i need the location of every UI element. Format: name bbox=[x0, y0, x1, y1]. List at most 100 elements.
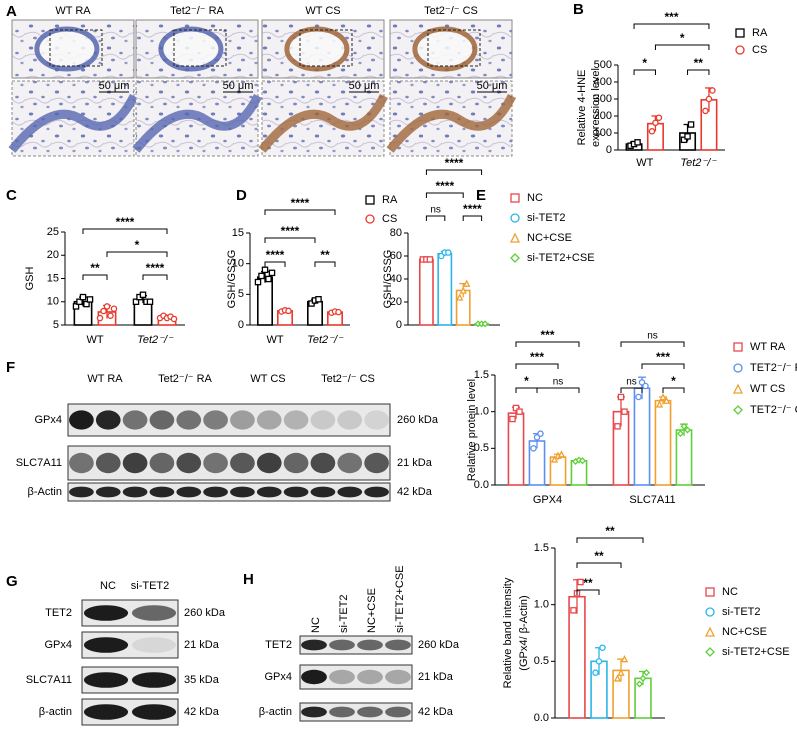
blot-protein: GPx4 bbox=[34, 414, 62, 426]
data-point bbox=[599, 644, 606, 651]
x-tick-label: Tet2⁻/⁻ bbox=[680, 157, 717, 169]
blot-size: 42 kDa bbox=[418, 706, 454, 718]
significance-label: **** bbox=[116, 215, 135, 229]
band bbox=[329, 706, 355, 718]
data-point bbox=[96, 314, 104, 322]
data-point bbox=[680, 422, 688, 430]
blot-size: 42 kDa bbox=[397, 486, 433, 498]
airway bbox=[412, 26, 478, 72]
data-point bbox=[170, 315, 178, 323]
blot-protein: GPx4 bbox=[264, 671, 292, 683]
y-tick-label: 1.5 bbox=[474, 369, 489, 381]
x-tick-label: Tet2⁻/⁻ bbox=[137, 334, 174, 346]
significance-bracket bbox=[633, 23, 710, 29]
significance-label: **** bbox=[435, 179, 454, 193]
y-tick-label: 25 bbox=[47, 226, 59, 238]
blot-strip bbox=[299, 635, 413, 655]
data-point bbox=[100, 307, 107, 315]
significance-label: * bbox=[135, 238, 140, 252]
y-axis-label: Relative 4-HNE bbox=[576, 70, 588, 146]
band bbox=[131, 605, 177, 621]
data-point bbox=[285, 307, 292, 315]
band bbox=[337, 410, 363, 430]
data-point bbox=[463, 279, 471, 287]
data-point bbox=[258, 272, 265, 280]
data-point bbox=[335, 308, 342, 316]
data-point bbox=[132, 298, 140, 305]
legend-marker bbox=[705, 647, 715, 657]
band bbox=[337, 452, 363, 474]
band bbox=[230, 452, 255, 474]
significance-label: **** bbox=[146, 261, 165, 275]
y-tick-label: 1.5 bbox=[534, 542, 549, 554]
legend-marker bbox=[705, 587, 715, 597]
micrograph-title: Tet2⁻/⁻ RA bbox=[170, 5, 224, 17]
bar bbox=[437, 252, 453, 326]
x-tick-label: WT bbox=[266, 334, 283, 346]
significance-label: ** bbox=[694, 56, 704, 70]
band bbox=[176, 486, 202, 498]
y-tick-label: 0 bbox=[238, 319, 244, 331]
band bbox=[95, 410, 121, 430]
data-point bbox=[676, 430, 685, 438]
data-point bbox=[659, 392, 667, 401]
data-point bbox=[687, 121, 695, 128]
data-point bbox=[426, 256, 434, 263]
micrograph-title: WT RA bbox=[55, 5, 91, 17]
legend-label: WT RA bbox=[750, 341, 786, 353]
significance-bracket bbox=[633, 69, 656, 75]
band bbox=[385, 639, 411, 651]
title-bg bbox=[32, 4, 114, 18]
significance-bracket bbox=[425, 192, 464, 198]
legend-marker bbox=[733, 342, 743, 352]
scale-bar-label: 50 μm bbox=[223, 80, 254, 92]
significance-label: **** bbox=[266, 248, 285, 262]
y-tick-label: 500 bbox=[594, 59, 612, 71]
legend-label: RA bbox=[752, 27, 768, 39]
significance-bracket bbox=[620, 387, 643, 393]
significance-label: ns bbox=[553, 377, 564, 388]
data-point bbox=[512, 404, 520, 412]
y-axis-label: (GPx4/ β-Actin) bbox=[518, 595, 530, 670]
lane-label: WT RA bbox=[87, 373, 123, 385]
blot-size: 42 kDa bbox=[184, 706, 220, 718]
data-point bbox=[620, 655, 629, 663]
y-axis-label: Relative protein level bbox=[466, 379, 478, 481]
blot-strip bbox=[67, 403, 391, 437]
data-point bbox=[110, 305, 118, 312]
significance-bracket bbox=[425, 215, 446, 221]
airway bbox=[284, 26, 350, 72]
significance-label: *** bbox=[656, 350, 670, 364]
significance-bracket bbox=[142, 274, 168, 280]
legend-label: CS bbox=[752, 44, 767, 56]
y-tick-label: 1.0 bbox=[534, 599, 549, 611]
blot-size: 260 kDa bbox=[397, 414, 439, 426]
panel-label: H bbox=[243, 571, 254, 588]
data-point bbox=[146, 298, 154, 305]
data-point bbox=[617, 668, 625, 676]
band bbox=[329, 669, 355, 685]
panel-label: G bbox=[6, 573, 18, 590]
band bbox=[83, 672, 129, 688]
data-point bbox=[655, 114, 663, 121]
band bbox=[283, 452, 309, 474]
data-point bbox=[634, 139, 641, 146]
airway bbox=[158, 26, 224, 72]
data-point bbox=[79, 293, 87, 301]
blot-protein: TET2 bbox=[45, 607, 72, 619]
airway bbox=[34, 26, 100, 72]
band bbox=[385, 669, 411, 685]
band bbox=[203, 486, 228, 498]
band bbox=[203, 410, 228, 430]
y-tick-label: 5 bbox=[53, 319, 59, 331]
band bbox=[364, 410, 389, 430]
band bbox=[301, 706, 327, 718]
y-tick-label: 0 bbox=[396, 319, 402, 331]
legend-label: NC bbox=[722, 586, 738, 598]
data-point bbox=[578, 457, 587, 465]
significance-label: **** bbox=[291, 196, 310, 210]
bar bbox=[654, 399, 672, 486]
data-point bbox=[557, 450, 566, 458]
bar bbox=[568, 595, 586, 719]
